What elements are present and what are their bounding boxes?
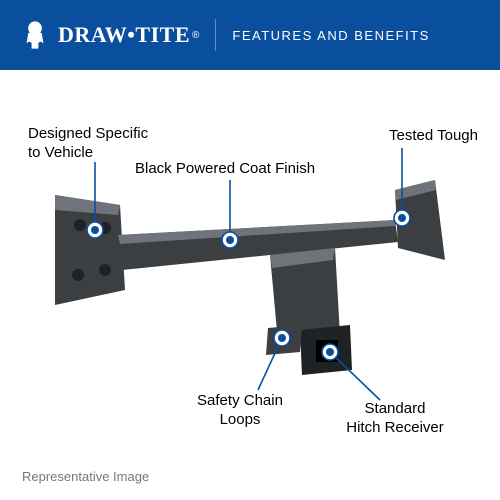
annot-line1: Standard (365, 400, 426, 417)
brand-logo: DRAW•TITE ® (18, 18, 199, 52)
annot-line1: Designed Specific (28, 125, 148, 142)
hitch-ball-icon (18, 18, 52, 52)
registered-mark: ® (192, 30, 199, 41)
annot-hitch-receiver: Standard Hitch Receiver (335, 400, 455, 438)
annot-line2: Loops (220, 411, 261, 428)
brand-name: DRAW•TITE (58, 22, 190, 48)
header-subtitle: FEATURES AND BENEFITS (232, 28, 429, 43)
annot-line2: to Vehicle (28, 144, 93, 161)
annot-black-finish: Black Powered Coat Finish (135, 160, 315, 179)
annot-tested-tough: Tested Tough (348, 127, 478, 146)
diagram-canvas: Designed Specific to Vehicle Black Power… (0, 70, 500, 500)
header-bar: DRAW•TITE ® FEATURES AND BENEFITS (0, 0, 500, 70)
annot-line1: Black Powered Coat Finish (135, 160, 315, 177)
annot-safety-chain: Safety Chain Loops (180, 392, 300, 430)
footer-note: Representative Image (22, 469, 149, 484)
header-divider (215, 19, 216, 51)
annot-line2: Hitch Receiver (346, 419, 444, 436)
annot-line1: Tested Tough (389, 127, 478, 144)
annot-designed-specific: Designed Specific to Vehicle (28, 125, 148, 163)
annot-line1: Safety Chain (197, 392, 283, 409)
